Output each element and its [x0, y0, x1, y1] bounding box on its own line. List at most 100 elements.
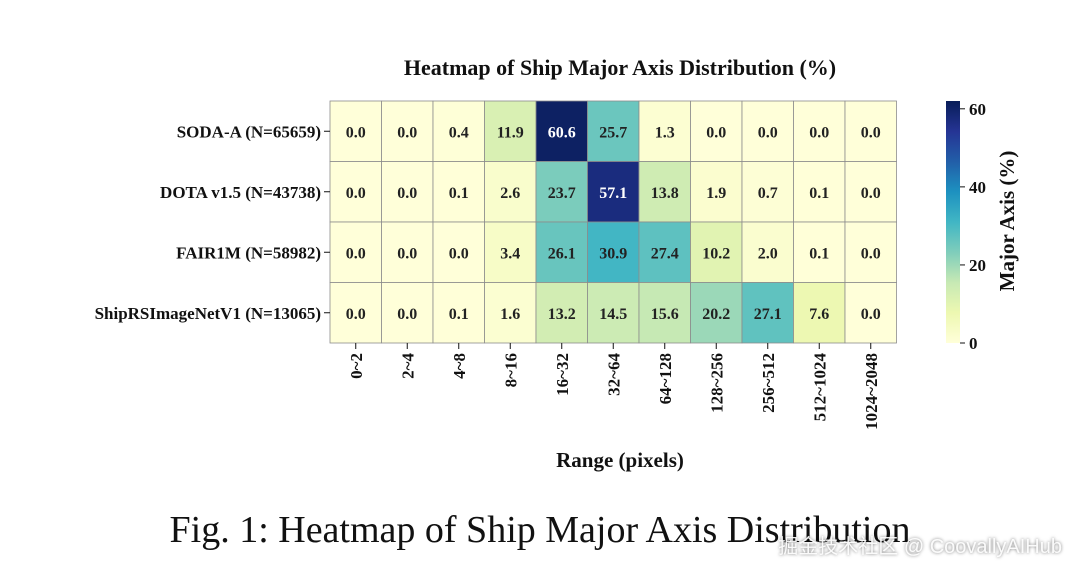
colorbar-tick-label: 20	[969, 256, 986, 275]
heatmap-cell	[844, 161, 897, 223]
cell-value-label: 0.0	[706, 124, 726, 141]
heatmap-cell	[329, 100, 382, 162]
heatmap-cell	[587, 161, 640, 223]
heatmap-cell	[638, 161, 691, 223]
heatmap-cell	[844, 100, 897, 162]
heatmap-cell	[690, 100, 743, 162]
x-tick-label: 512~1024	[810, 353, 829, 422]
cell-value-label: 0.1	[449, 306, 469, 323]
x-tick-label: 128~256	[707, 353, 726, 413]
colorbar-tick-label: 60	[969, 100, 986, 119]
heatmap-cell	[844, 282, 897, 344]
x-tick-label: 8~16	[501, 353, 520, 387]
cell-value-label: 0.0	[346, 185, 366, 202]
cell-value-label: 60.6	[548, 124, 576, 141]
heatmap-cell	[432, 282, 485, 344]
x-tick-label: 64~128	[656, 353, 675, 404]
heatmap-cell	[432, 100, 485, 162]
cell-value-label: 0.0	[397, 124, 417, 141]
x-tick-label: 16~32	[553, 353, 572, 396]
heatmap-cell	[587, 221, 640, 283]
cell-value-label: 0.0	[809, 124, 829, 141]
cell-value-label: 57.1	[599, 185, 627, 202]
heatmap-cell	[587, 282, 640, 344]
heatmap-cells: 0.0 0.0 0.4 11.9 60.6 25.7 1.3 0.0 0.0 0.0 0.0 0.0 0…	[329, 100, 897, 344]
cell-value-label: 0.0	[758, 124, 778, 141]
cell-value-label: 0.0	[346, 245, 366, 262]
heatmap-cell	[741, 221, 794, 283]
colorbar: 0 20 40 60	[946, 100, 986, 353]
cell-value-label: 25.7	[599, 124, 627, 141]
chart-title: Heatmap of Ship Major Axis Distribution …	[404, 55, 836, 80]
cell-value-label: 2.6	[500, 185, 520, 202]
x-tick-label: 256~512	[759, 353, 778, 413]
heatmap-cell	[329, 221, 382, 283]
heatmap-cell	[741, 161, 794, 223]
heatmap-cell	[844, 221, 897, 283]
cell-value-label: 13.2	[548, 306, 576, 323]
x-tick-label: 1024~2048	[862, 353, 881, 430]
heatmap-cell	[638, 282, 691, 344]
cell-value-label: 0.4	[449, 124, 469, 141]
y-tick-label: DOTA v1.5 (N=43738)	[160, 183, 321, 202]
heatmap-cell	[432, 161, 485, 223]
cell-value-label: 1.9	[706, 185, 726, 202]
cell-value-label: 0.1	[809, 185, 829, 202]
cell-value-label: 20.2	[702, 306, 730, 323]
cell-value-label: 1.6	[500, 306, 520, 323]
colorbar-tick-label: 0	[969, 334, 978, 353]
cell-value-label: 26.1	[548, 245, 576, 262]
cell-value-label: 15.6	[651, 306, 679, 323]
heatmap-cell	[484, 100, 537, 162]
y-tick-labels: SODA-A (N=65659) DOTA v1.5 (N=43738) FAIR1…	[95, 122, 330, 323]
cell-value-label: 0.0	[861, 245, 881, 262]
heatmap-cell	[329, 161, 382, 223]
heatmap-cell	[793, 161, 846, 223]
colorbar-gradient	[946, 101, 960, 343]
heatmap-cell	[535, 282, 588, 344]
cell-value-label: 0.1	[809, 245, 829, 262]
watermark: 掘金技术社区 @ CoovallyAIHub	[778, 536, 1062, 558]
x-tick-label: 0~2	[347, 353, 366, 379]
cell-value-label: 10.2	[702, 245, 730, 262]
y-tick-label: SODA-A (N=65659)	[177, 122, 321, 141]
cell-value-label: 0.0	[346, 306, 366, 323]
heatmap-cell	[793, 100, 846, 162]
cell-value-label: 27.4	[651, 245, 679, 262]
colorbar-tick-label: 40	[969, 178, 986, 197]
heatmap-cell	[587, 100, 640, 162]
x-tick-labels: 0~2 2~4 4~8 8~16 16~32 32~64 64~128 128~256 256~…	[347, 343, 881, 430]
heatmap-cell	[638, 221, 691, 283]
cell-value-label: 0.0	[397, 306, 417, 323]
heatmap-cell	[432, 221, 485, 283]
x-tick-label: 4~8	[450, 353, 469, 379]
heatmap-cell	[535, 161, 588, 223]
cell-value-label: 0.0	[449, 245, 469, 262]
cell-value-label: 23.7	[548, 185, 576, 202]
heatmap-cell	[741, 282, 794, 344]
figure-caption: Fig. 1: Heatmap of Ship Major Axis Distr…	[169, 509, 911, 551]
y-tick-label: FAIR1M (N=58982)	[176, 243, 321, 262]
colorbar-label: Major Axis (%)	[995, 151, 1019, 292]
x-tick-label: 2~4	[398, 353, 417, 379]
cell-value-label: 30.9	[599, 245, 627, 262]
heatmap-cell	[535, 221, 588, 283]
cell-value-label: 2.0	[758, 245, 778, 262]
cell-value-label: 14.5	[599, 306, 627, 323]
x-axis-label: Range (pixels)	[556, 448, 684, 472]
cell-value-label: 27.1	[754, 306, 782, 323]
y-tick-label: ShipRSImageNetV1 (N=13065)	[95, 304, 321, 323]
cell-value-label: 3.4	[500, 245, 520, 262]
cell-value-label: 0.7	[758, 185, 778, 202]
cell-value-label: 0.0	[861, 124, 881, 141]
cell-value-label: 7.6	[809, 306, 829, 323]
cell-value-label: 1.3	[655, 124, 675, 141]
heatmap-cell	[381, 100, 434, 162]
cell-value-label: 0.0	[397, 245, 417, 262]
cell-value-label: 13.8	[651, 185, 679, 202]
x-tick-label: 32~64	[604, 353, 623, 396]
heatmap-cell	[793, 282, 846, 344]
heatmap-cell	[690, 161, 743, 223]
heatmap-cell	[381, 282, 434, 344]
